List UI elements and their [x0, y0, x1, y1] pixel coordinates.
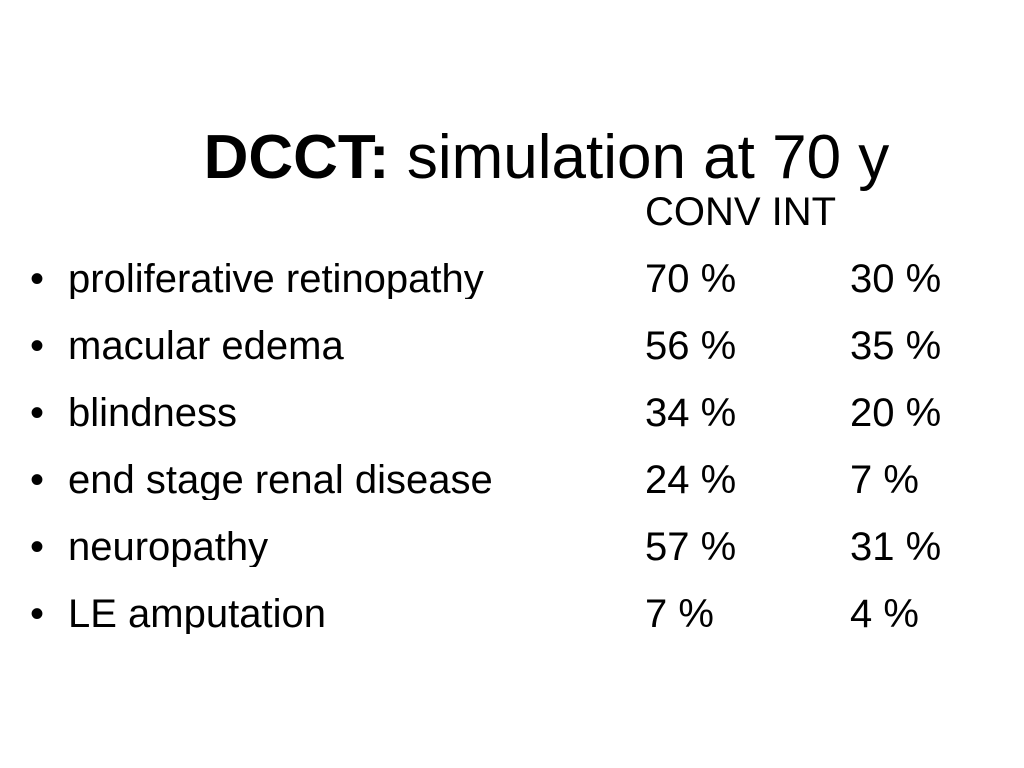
row-conv-value: 56 % — [645, 323, 737, 368]
table-row: • macular edema 56 % 35 % — [0, 312, 1024, 379]
table-row: • end stage renal disease 24 % 7 % — [0, 446, 1024, 513]
table-row: • blindness 34 % 20 % — [0, 379, 1024, 446]
row-int-value: 35 % — [850, 323, 942, 368]
row-label: end stage renal disease — [68, 459, 493, 500]
bullet-table: CONV INT • proliferative retinopathy 70 … — [0, 178, 1024, 647]
slide-title-emphasis: DCCT: — [203, 123, 390, 193]
table-row: • proliferative retinopathy 70 % 30 % — [0, 245, 1024, 312]
row-int-value: 30 % — [850, 256, 942, 301]
row-label: blindness — [68, 392, 238, 433]
table-row: • LE amputation 7 % 4 % — [0, 580, 1024, 647]
row-int-value: 4 % — [850, 591, 919, 636]
bullet-icon: • — [30, 258, 45, 299]
table-row: • neuropathy 57 % 31 % — [0, 513, 1024, 580]
column-headers: CONV INT — [645, 189, 837, 234]
row-label-cell: • neuropathy — [0, 527, 645, 567]
row-int-value: 20 % — [850, 390, 942, 435]
row-conv-value: 34 % — [645, 390, 737, 435]
row-label: macular edema — [68, 325, 344, 366]
row-label: proliferative retinopathy — [68, 258, 484, 299]
bullet-icon: • — [30, 593, 45, 634]
row-label-cell: • proliferative retinopathy — [0, 259, 645, 299]
row-conv-value: 70 % — [645, 256, 737, 301]
slide-title-rest: simulation at 70 y — [389, 123, 890, 193]
table-header-row: CONV INT — [0, 178, 1024, 245]
bullet-icon: • — [30, 526, 45, 567]
row-int-value: 7 % — [850, 457, 919, 502]
slide-title: DCCT: simulation at 70 y — [0, 60, 1024, 255]
row-conv-value: 7 % — [645, 591, 714, 636]
bullet-table-rows: • proliferative retinopathy 70 % 30 % • … — [0, 245, 1024, 647]
row-label-cell: • end stage renal disease — [0, 460, 645, 500]
row-label-cell: • LE amputation — [0, 594, 645, 634]
bullet-icon: • — [30, 325, 45, 366]
row-conv-value: 57 % — [645, 524, 737, 569]
row-conv-value: 24 % — [645, 457, 737, 502]
row-label: LE amputation — [68, 593, 326, 634]
row-label-cell: • blindness — [0, 393, 645, 433]
bullet-icon: • — [30, 459, 45, 500]
row-label: neuropathy — [68, 526, 269, 567]
row-int-value: 31 % — [850, 524, 942, 569]
row-label-cell: • macular edema — [0, 326, 645, 366]
bullet-icon: • — [30, 392, 45, 433]
